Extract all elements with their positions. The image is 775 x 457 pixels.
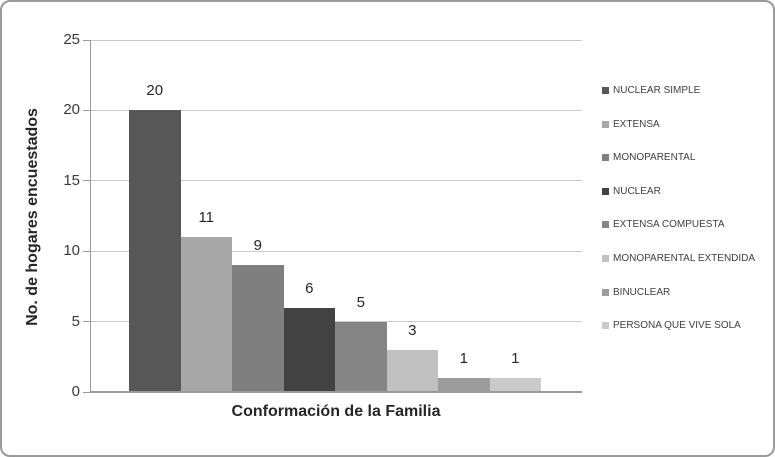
y-axis-tick (83, 250, 90, 252)
x-axis-line (90, 391, 582, 393)
y-axis-tick (83, 391, 90, 393)
legend-swatch (602, 120, 609, 128)
bar-value-label: 11 (198, 209, 215, 227)
bar-binuclear (438, 377, 490, 392)
bar-monoparental-extendida (386, 349, 438, 392)
y-axis-tick (83, 321, 90, 323)
x-axis-title: Conformación de la Familia (231, 403, 441, 420)
y-tick-label: 20 (63, 101, 80, 119)
bar-nuclear (283, 307, 335, 392)
bar-value-label: 20 (146, 82, 164, 100)
y-tick-label: 15 (63, 171, 80, 189)
legend-swatch (602, 255, 609, 262)
legend-swatch (602, 288, 609, 296)
y-axis-tick (83, 39, 90, 41)
legend-item-nuclear: NUCLEAR (602, 186, 661, 197)
gridline (90, 109, 582, 111)
legend-swatch (602, 87, 609, 94)
gridline (90, 250, 582, 252)
y-tick-label: 5 (71, 312, 80, 330)
legend-item-binuclear: BINUCLEAR (602, 287, 670, 298)
legend-swatch (602, 154, 609, 162)
bar-value-label: 9 (253, 237, 262, 255)
y-axis-line (90, 40, 91, 392)
y-axis-tick (83, 180, 90, 182)
legend-label: BINUCLEAR (613, 286, 671, 298)
bar-extensa-compuesta (335, 321, 387, 392)
legend-item-monoparental: MONOPARENTAL (602, 152, 695, 163)
legend-item-monoparental-extendida: MONOPARENTAL EXTENDIDA (602, 253, 755, 264)
gridline (90, 39, 582, 41)
y-tick-label: 25 (63, 31, 80, 48)
bar-nuclear-simple (129, 110, 181, 392)
gridline (90, 180, 582, 182)
legend-item-nuclear-simple: NUCLEAR SIMPLE (602, 85, 700, 96)
y-axis-tick (83, 109, 90, 111)
legend-swatch (602, 221, 609, 229)
legend-label: PERSONA QUE VIVE SOLA (613, 320, 741, 332)
legend-label: MONOPARENTAL EXTENDIDA (613, 253, 756, 264)
legend-label: MONOPARENTAL (613, 152, 696, 164)
bar-monoparental (232, 265, 284, 392)
legend-item-persona-que-vive-sola: PERSONA QUE VIVE SOLA (602, 320, 741, 331)
bar-extensa (180, 237, 232, 392)
legend-label: NUCLEAR SIMPLE (613, 85, 701, 96)
legend-item-extensa: EXTENSA (602, 119, 660, 130)
y-tick-label: 0 (71, 383, 80, 400)
legend-label: EXTENSA COMPUESTA (613, 219, 725, 231)
bar-persona-que-vive-sola (489, 377, 541, 392)
y-axis-title: No. de hogares encuestados (24, 108, 41, 326)
legend-label: EXTENSA (613, 118, 660, 130)
bar-value-label: 3 (408, 321, 417, 339)
bar-value-label: 1 (459, 349, 468, 367)
legend-swatch (602, 187, 609, 195)
y-tick-label: 10 (63, 242, 80, 260)
bar-value-label: 1 (511, 349, 520, 367)
bar-value-label: 6 (305, 279, 314, 297)
bar-value-label: 5 (356, 293, 365, 311)
legend-label: NUCLEAR (613, 185, 661, 197)
legend-swatch (602, 322, 609, 330)
legend-item-extensa-compuesta: EXTENSA COMPUESTA (602, 219, 725, 230)
